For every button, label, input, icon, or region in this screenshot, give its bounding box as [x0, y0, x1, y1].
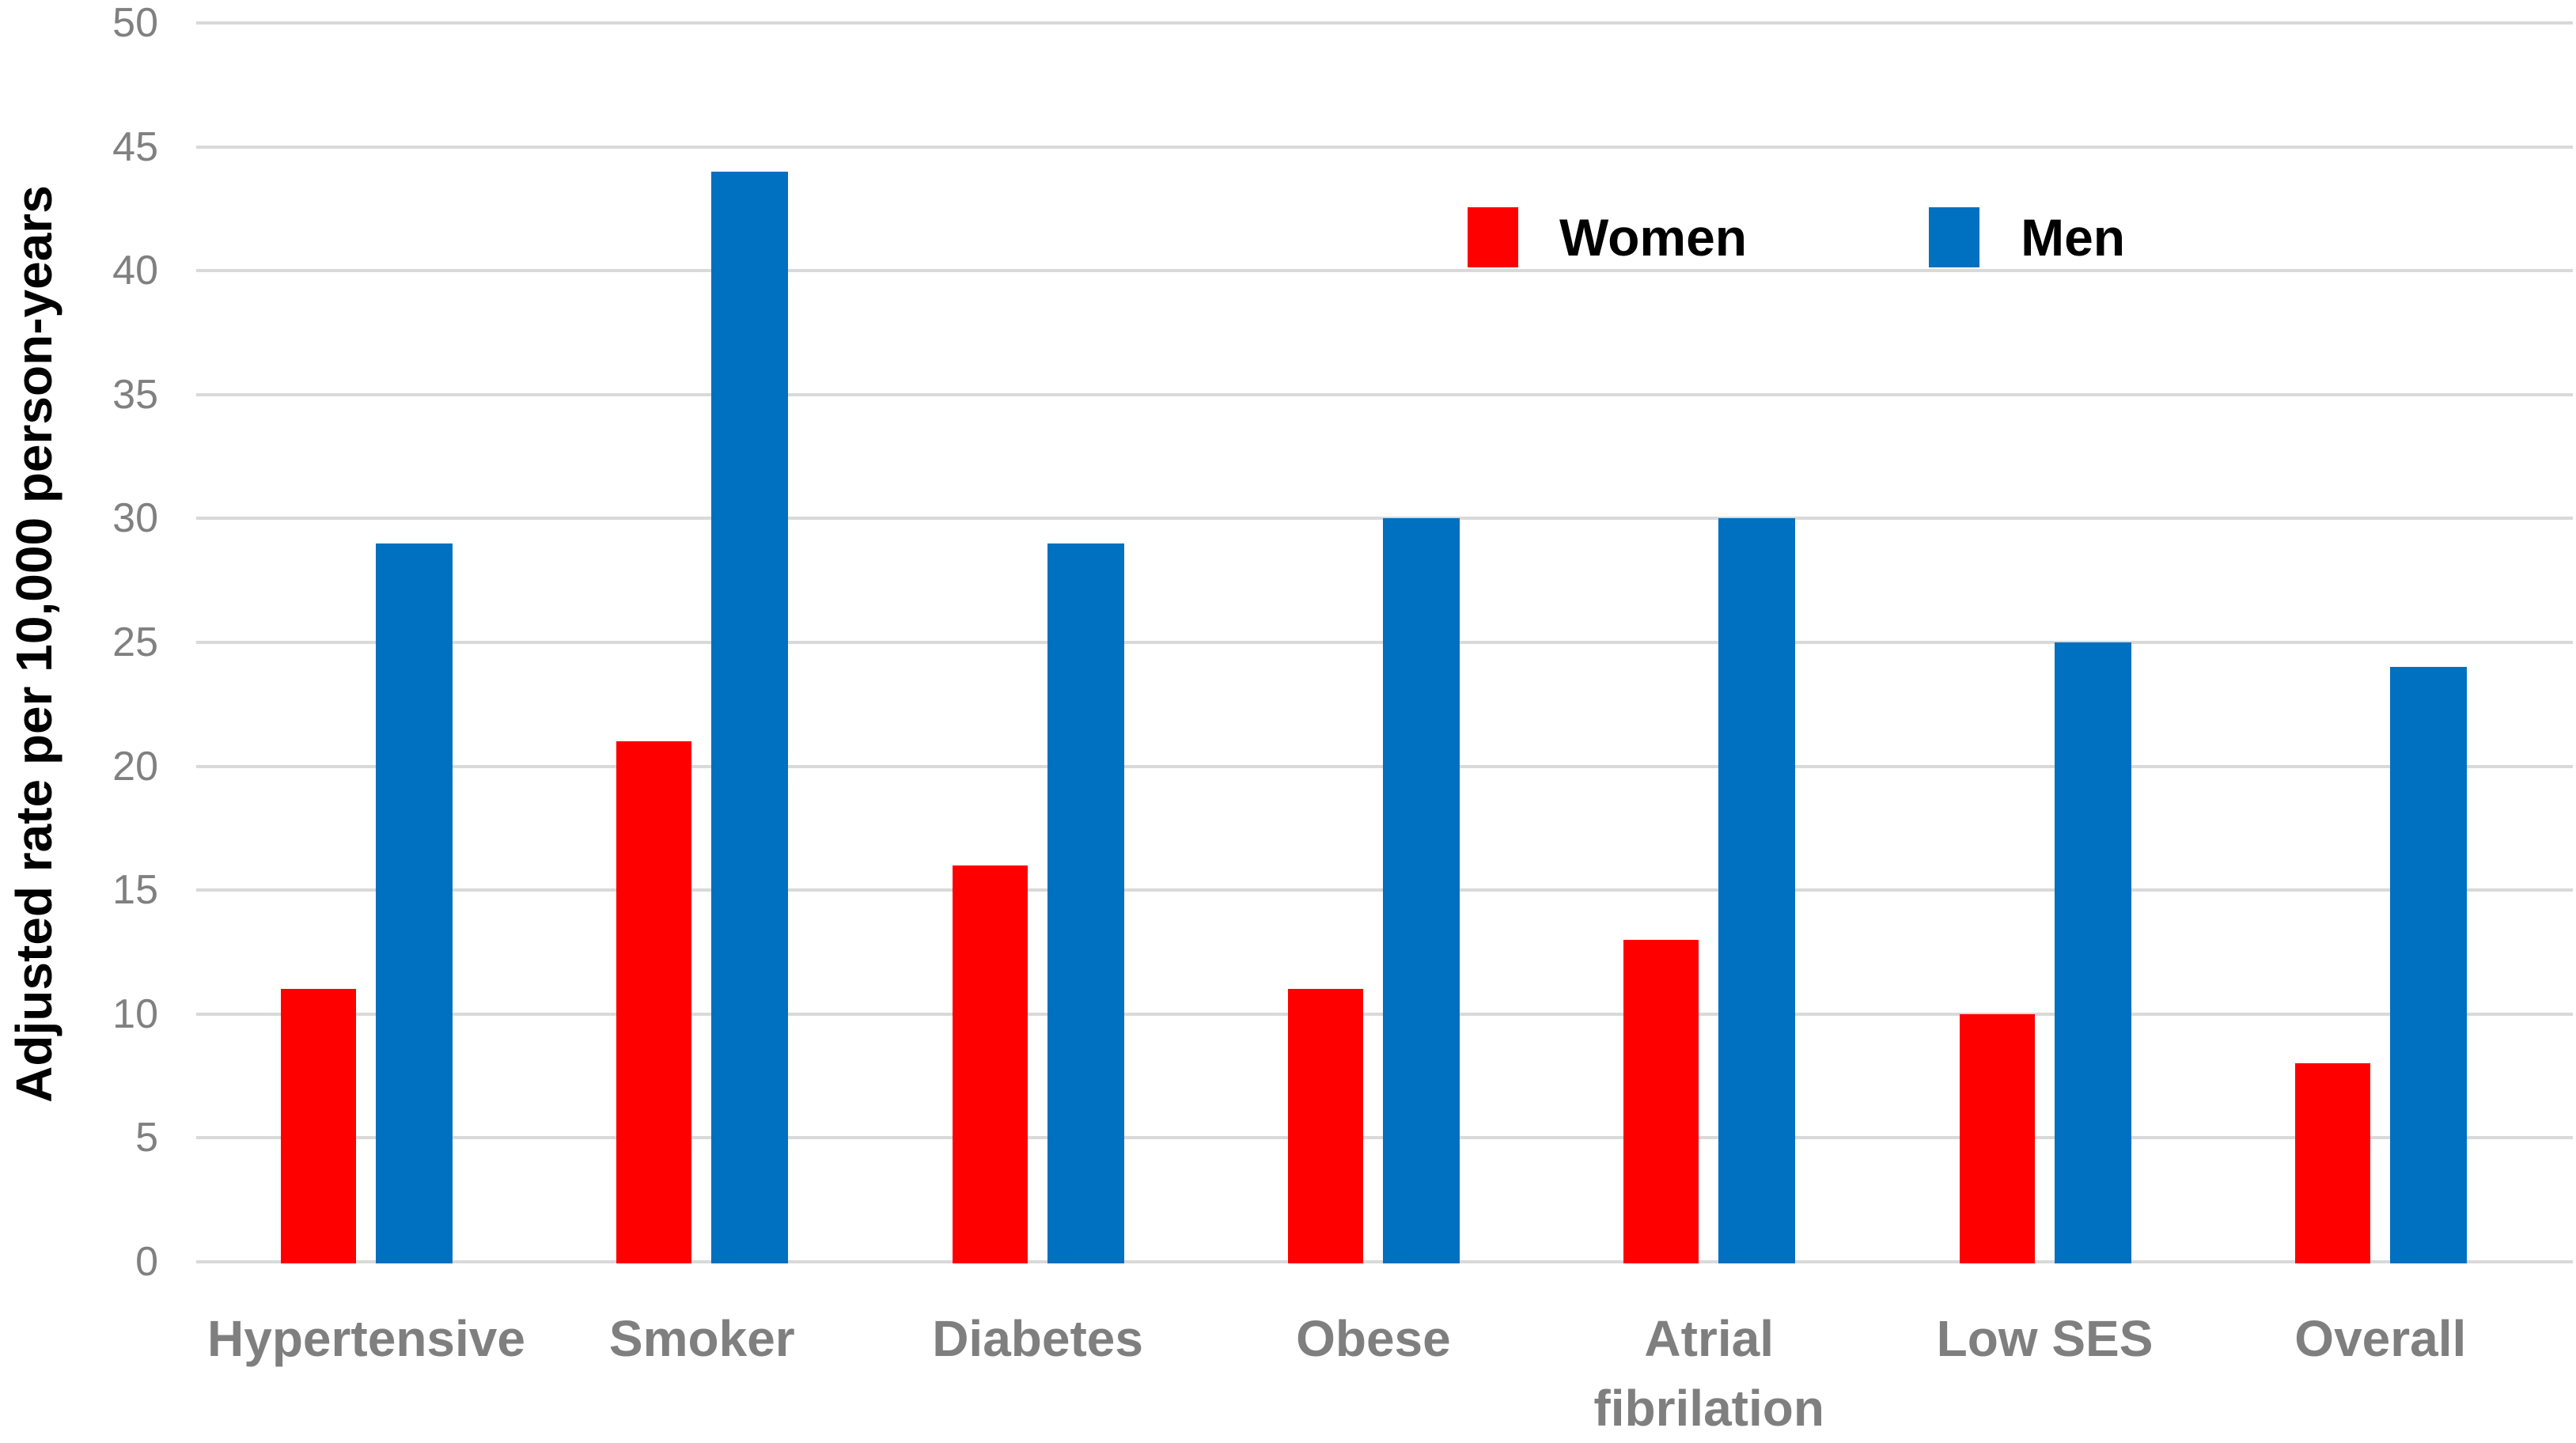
legend-swatch-women: [1468, 207, 1518, 267]
category-label-smoker: Smoker: [608, 1310, 795, 1367]
y-tick-label-40: 40: [112, 248, 158, 294]
bar-men-overall: [2389, 667, 2467, 1263]
bar-men-atrial-fibrilation: [1718, 518, 1796, 1263]
bar-women-diabetes: [952, 865, 1028, 1263]
bar-men-hypertensive: [376, 543, 453, 1263]
gridline-45: [196, 145, 2573, 149]
legend-label-women: Women: [1559, 208, 1748, 267]
gridline-35: [196, 392, 2573, 396]
category-label-obese: Obese: [1296, 1310, 1451, 1367]
bar-women-low-ses: [1959, 1013, 2035, 1263]
legend-label-men: Men: [2021, 208, 2126, 267]
category-label-diabetes: Diabetes: [932, 1310, 1143, 1367]
y-tick-label-15: 15: [112, 867, 158, 914]
legend-swatch-men: [1929, 207, 1980, 267]
category-label-hypertensive: Hypertensive: [207, 1310, 525, 1367]
bar-women-hypertensive: [281, 989, 356, 1263]
bar-women-smoker: [616, 741, 692, 1263]
y-tick-label-50: 50: [112, 0, 158, 46]
y-tick-label-25: 25: [112, 619, 158, 665]
y-tick-label-35: 35: [112, 371, 158, 418]
bar-men-obese: [1382, 518, 1460, 1263]
y-tick-label-0: 0: [135, 1239, 158, 1285]
y-tick-label-5: 5: [135, 1115, 158, 1161]
gridline-50: [196, 21, 2573, 25]
y-tick-label-45: 45: [112, 123, 158, 170]
bar-women-obese: [1287, 989, 1363, 1263]
category-label-overall: Overall: [2294, 1310, 2467, 1367]
bar-men-smoker: [711, 171, 789, 1263]
category-label-low-ses: Low SES: [1936, 1310, 2154, 1367]
bar-men-diabetes: [1047, 543, 1124, 1263]
gridline-40: [196, 269, 2573, 273]
y-tick-label-10: 10: [112, 990, 158, 1037]
legend: Women Men: [1468, 199, 2125, 275]
bar-men-low-ses: [2054, 642, 2131, 1263]
y-tick-label-20: 20: [112, 743, 158, 790]
y-tick-label-30: 30: [112, 495, 158, 542]
bar-women-atrial-fibrilation: [1623, 939, 1699, 1263]
bar-women-overall: [2294, 1063, 2370, 1263]
category-label-atrial-fibrilation: Atrial fibrilation: [1593, 1310, 1824, 1437]
